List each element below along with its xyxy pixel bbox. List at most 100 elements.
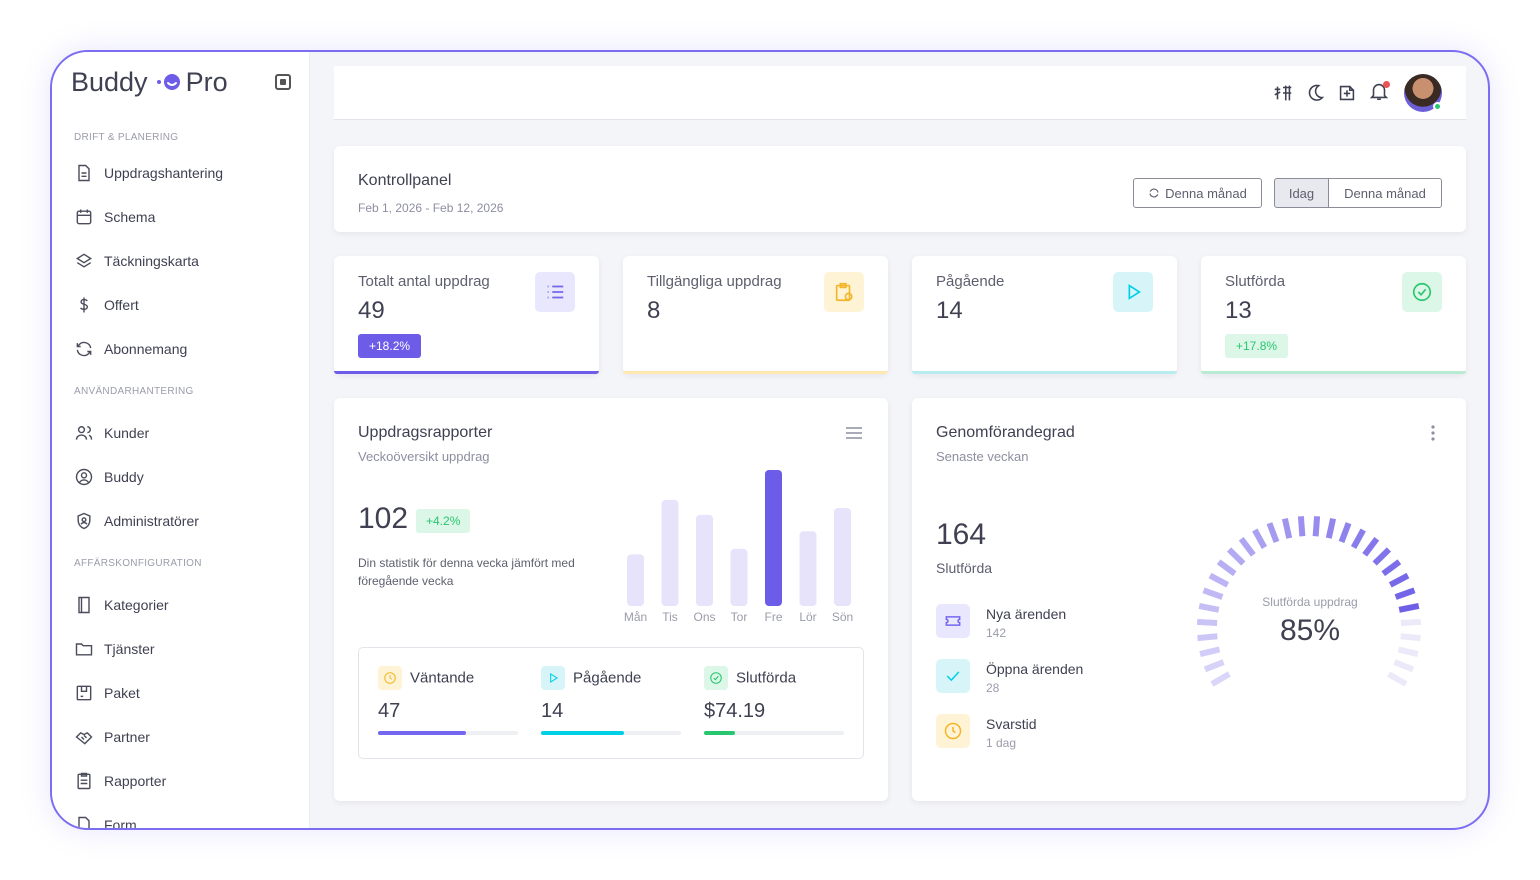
sidebar-item-abonnemang[interactable]: Abonnemang [74, 337, 187, 361]
breakdown-label: Väntande [410, 669, 475, 687]
breakdown-progress [541, 731, 681, 735]
completion-total: 164 [936, 518, 987, 551]
refresh-period-button[interactable]: Denna månad [1133, 178, 1262, 208]
sidebar-item-form[interactable]: Form [74, 813, 137, 830]
chart-bar [730, 548, 748, 606]
user-circle-icon [75, 468, 93, 486]
gauge-segment [1398, 602, 1420, 613]
bell-icon [1369, 83, 1389, 100]
completion-total-label: Slutförda [936, 560, 993, 576]
breakdown-value: 14 [541, 700, 564, 722]
breakdown-in-progress: Pågående 14 [541, 666, 681, 735]
sidebar-item-tjanster[interactable]: Tjänster [74, 637, 155, 661]
list-icon [535, 272, 575, 312]
stat-label: Slutförda [1225, 273, 1286, 290]
sidebar-item-label: Kategorier [104, 597, 169, 613]
form-icon [78, 816, 90, 828]
segment-this-month[interactable]: Denna månad [1328, 178, 1442, 208]
report-description: Din statistik för denna vecka jämfört me… [358, 556, 575, 588]
gauge-segment [1202, 587, 1224, 600]
brand-name-right: Pro [185, 66, 228, 97]
play-icon [1113, 272, 1153, 312]
gauge-segment [1252, 528, 1268, 549]
progress-fill [378, 731, 467, 735]
sidebar-item-tackningskarta[interactable]: Täckningskarta [74, 249, 199, 273]
stat-value: 14 [936, 297, 963, 324]
brand-name-left: Buddy [71, 66, 148, 97]
gauge-segment [1400, 618, 1421, 627]
menu-icon[interactable] [844, 425, 864, 441]
stat-card-total[interactable]: Totalt antal uppdrag 49 +18.2% [334, 256, 599, 374]
folder-icon [75, 643, 93, 656]
breakdown-progress [378, 731, 518, 735]
shield-user-icon [77, 512, 91, 530]
completion-subtitle: Senaste veckan [936, 449, 1029, 464]
gauge-segment [1397, 646, 1419, 657]
report-card: Uppdragsrapporter Veckoöversikt uppdrag … [334, 398, 888, 801]
ticket-row-open: Öppna ärenden 28 [936, 659, 1083, 695]
chart-x-tick-label: Tis [662, 610, 678, 624]
gauge-segment [1387, 671, 1408, 687]
sidebar-item-kategorier[interactable]: Kategorier [74, 593, 169, 617]
stat-underline [623, 371, 888, 374]
add-shortcut-icon[interactable] [1336, 82, 1358, 104]
stat-underline [912, 371, 1177, 374]
user-avatar[interactable] [1404, 74, 1442, 112]
package-icon [76, 685, 92, 701]
brand-logo[interactable]: Buddy Pro [71, 64, 228, 100]
handshake-icon [75, 731, 93, 745]
date-range: Feb 1, 2026 - Feb 12, 2026 [358, 201, 504, 215]
completion-card: Genomförandegrad Senaste veckan 164 Slut… [912, 398, 1466, 801]
chart-bar [661, 499, 679, 606]
sidebar-item-partner[interactable]: Partner [74, 725, 150, 749]
sidebar-item-schema[interactable]: Schema [74, 205, 155, 229]
more-vertical-icon[interactable] [1430, 424, 1436, 442]
stat-underline [1201, 371, 1466, 374]
gauge-segment [1362, 537, 1380, 557]
gauge-segment [1297, 516, 1306, 537]
gauge-segment [1325, 517, 1337, 539]
sidebar-item-label: Schema [104, 209, 156, 225]
chart-bar [799, 531, 817, 606]
sidebar-item-administratorer[interactable]: Administratörer [74, 509, 199, 533]
ticket-title: Nya ärenden [986, 606, 1067, 622]
report-title: Uppdragsrapporter [358, 424, 493, 441]
ticket-value: 142 [986, 626, 1007, 640]
clock-icon [378, 666, 402, 690]
breakdown-label: Slutförda [736, 669, 797, 687]
sidebar-item-paket[interactable]: Paket [74, 681, 140, 705]
sidebar-item-rapporter[interactable]: Rapporter [74, 769, 166, 793]
notifications-button[interactable] [1368, 80, 1390, 107]
report-breakdown: Väntande 47 Pågående 14 Slutförda $74.19 [358, 647, 864, 759]
gauge-segment [1197, 618, 1218, 627]
sidebar-item-label: Form [104, 817, 137, 830]
gauge-segment [1216, 559, 1237, 577]
completion-title: Genomförandegrad [936, 424, 1075, 441]
document-icon [78, 164, 90, 182]
gauge-label: Slutförda uppdrag [1262, 595, 1358, 609]
sidebar-item-label: Buddy [104, 469, 144, 485]
sidebar-item-offert[interactable]: Offert [74, 293, 139, 317]
stat-underline [334, 371, 599, 374]
gauge-segment [1350, 528, 1366, 549]
breakdown-progress [704, 731, 844, 735]
refresh-icon [76, 341, 92, 357]
stat-card-available[interactable]: Tillgängliga uppdrag 8 [623, 256, 888, 374]
online-status-dot [1433, 102, 1442, 111]
language-icon[interactable] [1272, 82, 1294, 104]
stat-label: Pågående [936, 273, 1005, 290]
sidebar-item-buddy[interactable]: Buddy [74, 465, 144, 489]
sidebar-toggle-icon[interactable] [275, 74, 291, 90]
ticket-value: 1 dag [986, 736, 1017, 750]
breakdown-completed: Slutförda $74.19 [704, 666, 844, 735]
sidebar-item-kunder[interactable]: Kunder [74, 421, 149, 445]
sidebar-item-label: Uppdragshantering [104, 165, 224, 181]
sidebar-item-uppdragshantering[interactable]: Uppdragshantering [74, 161, 223, 185]
moon-icon[interactable] [1304, 82, 1326, 104]
segment-today-label: Idag [1288, 185, 1315, 201]
segment-today[interactable]: Idag [1274, 178, 1329, 208]
stat-card-in-progress[interactable]: Pågående 14 [912, 256, 1177, 374]
stat-value: 8 [647, 297, 661, 324]
stat-card-completed[interactable]: Slutförda 13 +17.8% [1201, 256, 1466, 374]
page-title: Kontrollpanel [358, 172, 452, 189]
